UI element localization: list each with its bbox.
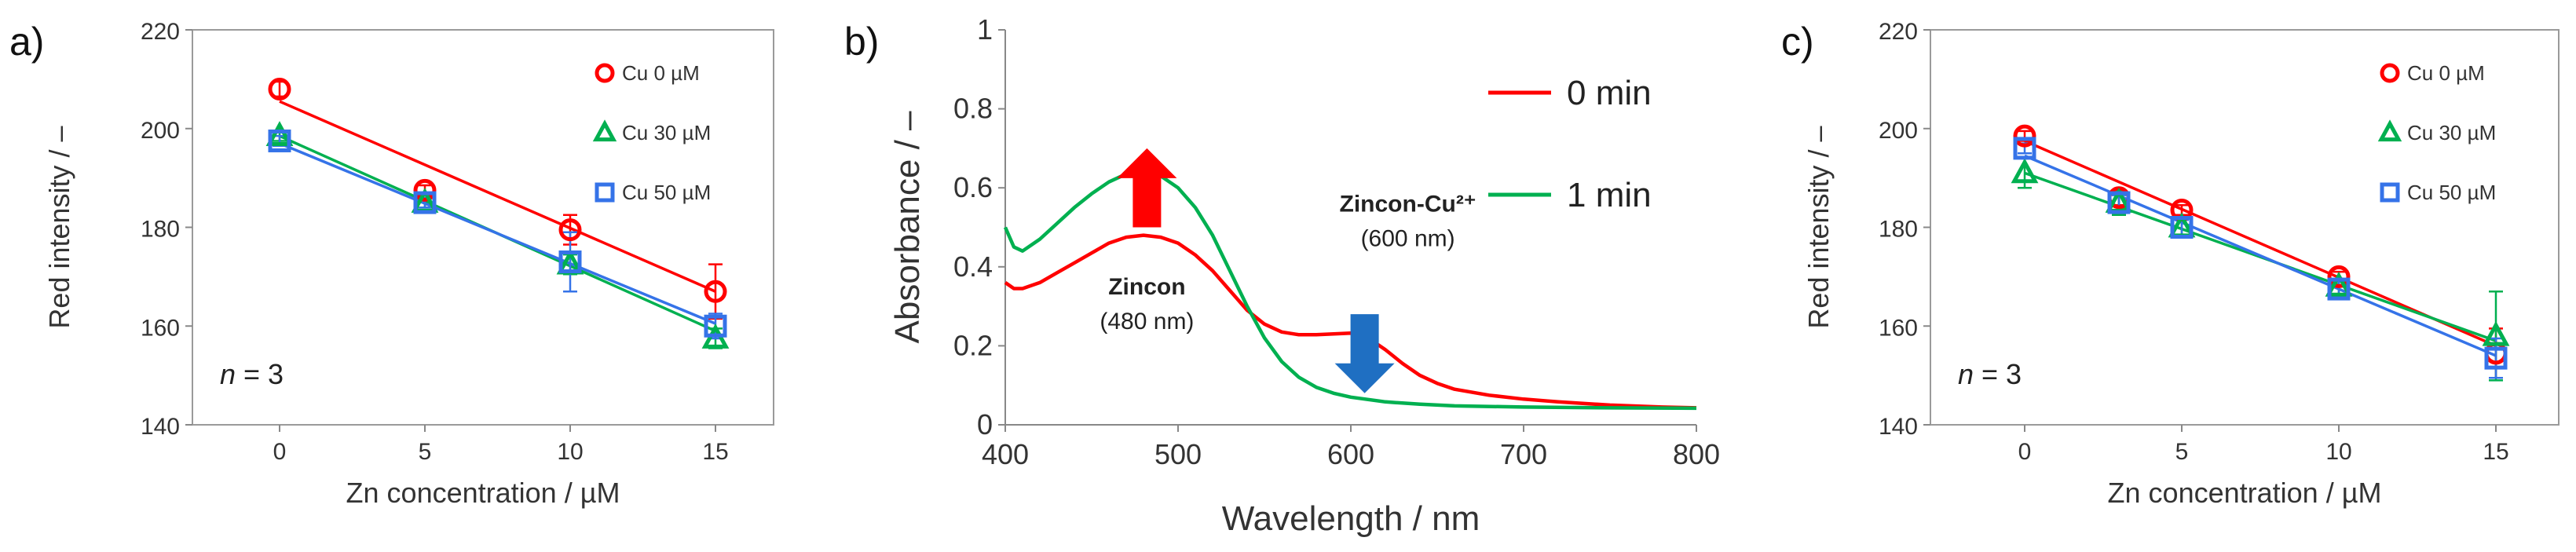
- data-point-square: [558, 250, 582, 274]
- data-point-square: [2013, 137, 2036, 160]
- legend-label: 0 min: [1567, 74, 1652, 112]
- y-tick-label: 160: [141, 315, 180, 341]
- annotation-value: = 3: [236, 358, 284, 390]
- data-point-square: [2170, 216, 2194, 239]
- data-point-circle: [704, 280, 727, 303]
- x-tick-label: 600: [1327, 438, 1374, 470]
- data-point-triangle: [2325, 271, 2353, 297]
- y-tick-label: 0: [977, 408, 993, 441]
- x-tick-label: 15: [2483, 439, 2508, 465]
- annotation-italic-n: n: [1958, 358, 1974, 390]
- arrow-down-icon: [1334, 314, 1395, 393]
- x-tick-label: 800: [1673, 438, 1720, 470]
- spectrum-line-0-min: [1004, 233, 1697, 410]
- y-tick-label: 200: [1879, 118, 1918, 144]
- x-axis-title: Zn concentration / µM: [2108, 477, 2382, 509]
- data-point-triangle: [2482, 320, 2510, 346]
- data-point-circle: [2013, 124, 2036, 148]
- data-point-triangle: [2377, 119, 2402, 142]
- data-point-circle: [595, 63, 615, 83]
- data-point-square: [268, 129, 291, 152]
- y-tick-label: 0.4: [953, 250, 993, 283]
- x-tick-label: 500: [1154, 438, 1202, 470]
- data-point-square: [704, 314, 727, 338]
- data-point-square: [2484, 346, 2508, 370]
- data-point-circle: [2327, 265, 2351, 288]
- x-axis-title: Wavelength / nm: [1222, 499, 1480, 538]
- panel-c-red-intensity-chart: 140 160 180 200 220 0 5 10 15 Zn concentration / …: [1781, 19, 2560, 509]
- sample-size-annotation: n = 3: [1958, 358, 2022, 390]
- data-point-circle: [2380, 63, 2400, 83]
- fit-line: [279, 141, 716, 325]
- x-tick-label: 15: [702, 439, 728, 465]
- plot-frame: [1930, 29, 2560, 426]
- y-tick-label: 180: [141, 217, 180, 243]
- fit-line: [2024, 154, 2497, 357]
- peak-annotation-name: Zincon-Cu²⁺: [1340, 191, 1476, 217]
- y-tick-label: 0.6: [953, 171, 993, 203]
- x-tick-label: 0: [2018, 439, 2032, 465]
- panel-label: c): [1781, 20, 1814, 64]
- y-axis-title: Red intensity / –: [1802, 126, 1835, 328]
- panel-a-red-intensity-chart: 140 160 180 200 220 0 5 10 15 Zn concentration / …: [9, 19, 774, 509]
- data-point-triangle: [592, 119, 617, 142]
- panel-label: b): [844, 20, 879, 64]
- annotation-italic-n: n: [220, 358, 236, 390]
- x-tick-label: 400: [982, 438, 1029, 470]
- arrow-up-icon: [1117, 148, 1177, 228]
- y-tick-label: 0.8: [953, 93, 993, 125]
- data-point-triangle: [2011, 158, 2039, 184]
- y-tick-label: 1: [977, 13, 993, 46]
- y-tick-label: 220: [1879, 19, 1918, 45]
- y-tick-label: 140: [1879, 414, 1918, 440]
- y-tick-label: 180: [1879, 217, 1918, 243]
- legend-label: Cu 50 µM: [2407, 181, 2496, 204]
- data-point-square: [2107, 191, 2131, 214]
- y-tick-label: 0.2: [953, 329, 993, 361]
- data-point-square: [413, 191, 437, 214]
- data-point-triangle: [265, 121, 294, 147]
- x-tick-label: 5: [419, 439, 432, 465]
- legend-label: Cu 0 µM: [2407, 61, 2485, 85]
- data-point-square: [2380, 182, 2400, 203]
- spectrum-line-1-min: [1003, 170, 1697, 411]
- panel-label: a): [9, 20, 44, 64]
- y-axis-title: Red intensity / –: [43, 126, 75, 328]
- peak-annotation-name: Zincon: [1108, 274, 1185, 300]
- y-tick-label: 140: [141, 414, 180, 440]
- data-point-circle: [413, 178, 437, 202]
- x-tick-label: 10: [557, 439, 583, 465]
- y-tick-label: 200: [141, 118, 180, 144]
- x-tick-label: 0: [273, 439, 287, 465]
- fit-line: [279, 100, 716, 293]
- y-axis-title: Absorbance / –: [888, 111, 927, 343]
- data-point-square: [595, 182, 615, 203]
- legend-label: 1 min: [1567, 176, 1652, 214]
- peak-annotation-wavelength: (600 nm): [1361, 225, 1455, 251]
- data-point-circle: [558, 218, 582, 242]
- x-tick-label: 700: [1500, 438, 1547, 470]
- y-tick-label: 220: [141, 19, 180, 45]
- x-tick-label: 5: [2175, 439, 2189, 465]
- x-axis-title: Zn concentration / µM: [346, 477, 620, 509]
- data-point-square: [2327, 277, 2351, 301]
- legend-label: Cu 30 µM: [622, 121, 711, 144]
- x-tick-label: 10: [2325, 439, 2351, 465]
- y-tick-label: 160: [1879, 315, 1918, 341]
- peak-annotation-wavelength: (480 nm): [1100, 309, 1194, 334]
- legend-label: Cu 30 µM: [2407, 121, 2496, 144]
- panel-b-absorbance-spectrum-chart: 0 0.2 0.4 0.6 0.8 1 400 500 600 700 800 Wavelength …: [844, 13, 1720, 538]
- data-point-circle: [268, 77, 291, 101]
- annotation-value: = 3: [1974, 358, 2022, 390]
- legend-label: Cu 0 µM: [622, 61, 700, 85]
- legend-label: Cu 50 µM: [622, 181, 711, 204]
- sample-size-annotation: n = 3: [220, 358, 284, 390]
